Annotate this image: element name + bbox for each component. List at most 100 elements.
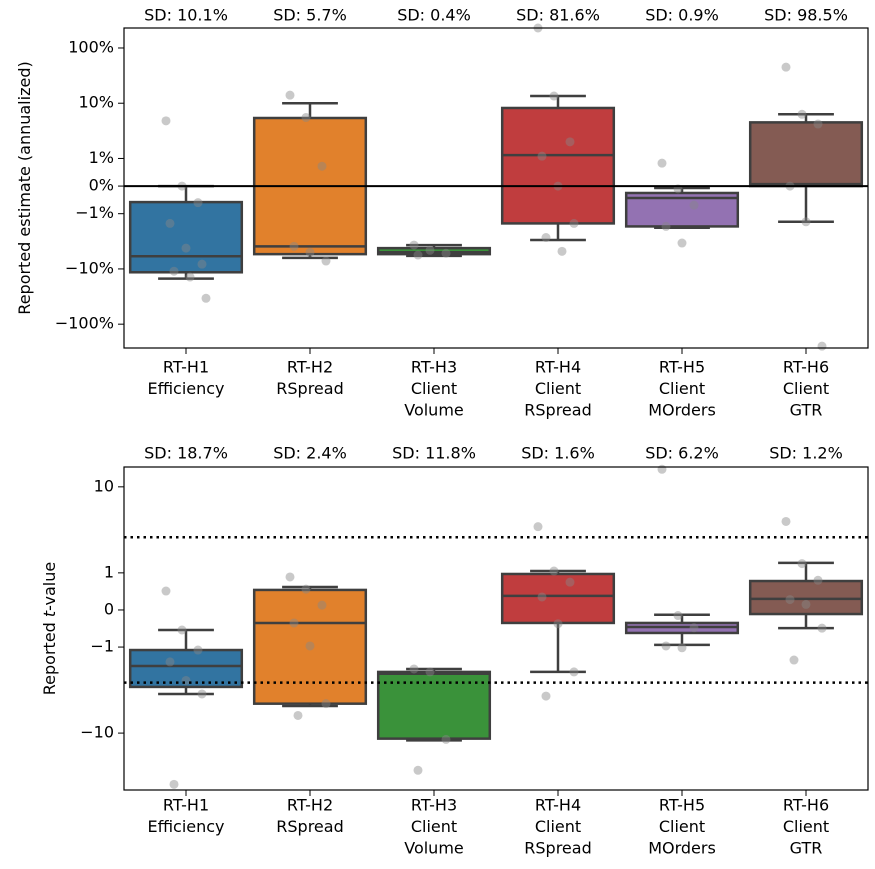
point xyxy=(321,699,331,709)
x-tick-label: RT-H4 xyxy=(535,358,581,377)
point xyxy=(565,137,575,147)
y-tick-label: 10% xyxy=(78,93,114,112)
point xyxy=(169,779,179,789)
x-tick-label: Volume xyxy=(404,839,464,858)
y-tick-label: 100% xyxy=(68,37,114,56)
x-tick-label: RT-H5 xyxy=(659,358,705,377)
point xyxy=(541,233,551,243)
y-axis-label-part: t xyxy=(40,610,59,617)
x-tick-label: RT-H3 xyxy=(411,796,457,815)
sd-annotation: SD: 0.4% xyxy=(397,6,471,25)
point xyxy=(781,62,791,72)
sd-annotation: SD: 18.7% xyxy=(144,444,228,463)
point xyxy=(305,641,315,651)
x-tick-label: Volume xyxy=(404,401,464,420)
point xyxy=(197,689,207,699)
sd-annotation: SD: 5.7% xyxy=(273,6,347,25)
x-tick-label: Efficiency xyxy=(147,379,224,398)
sd-annotation: SD: 2.4% xyxy=(273,444,347,463)
point xyxy=(425,245,435,255)
point xyxy=(661,641,671,651)
point xyxy=(409,664,419,674)
point xyxy=(817,623,827,633)
point xyxy=(289,618,299,628)
x-tick-label: RT-H1 xyxy=(163,358,209,377)
point xyxy=(565,577,575,587)
point xyxy=(657,464,667,474)
y-tick-label: 0% xyxy=(89,176,114,195)
point xyxy=(549,566,559,576)
box xyxy=(500,106,616,225)
point xyxy=(797,109,807,119)
x-tick-label: RT-H6 xyxy=(783,358,829,377)
x-tick-label: Client xyxy=(535,379,581,398)
point xyxy=(161,116,171,126)
point xyxy=(409,240,419,250)
y-tick-label: 1% xyxy=(89,148,114,167)
point xyxy=(293,710,303,720)
point xyxy=(689,200,699,210)
x-tick-label: Client xyxy=(535,817,581,836)
x-tick-label: Client xyxy=(783,379,829,398)
point xyxy=(677,238,687,248)
point xyxy=(801,599,811,609)
point xyxy=(785,595,795,605)
point xyxy=(193,645,203,655)
x-tick-label: Client xyxy=(659,817,705,836)
point xyxy=(425,667,435,677)
point xyxy=(817,341,827,351)
sd-annotation: SD: 0.9% xyxy=(645,6,719,25)
sd-annotation: SD: 81.6% xyxy=(516,6,600,25)
point xyxy=(569,218,579,228)
x-tick-label: RT-H5 xyxy=(659,796,705,815)
y-tick-label: −1% xyxy=(75,203,114,222)
point xyxy=(441,248,451,258)
x-tick-label: RT-H6 xyxy=(783,796,829,815)
x-tick-label: RT-H4 xyxy=(535,796,581,815)
y-axis-label-part: -value xyxy=(40,562,59,611)
point xyxy=(165,657,175,667)
point xyxy=(537,151,547,161)
point xyxy=(321,256,331,266)
point xyxy=(673,611,683,621)
point xyxy=(661,221,671,231)
x-tick-label: Client xyxy=(411,817,457,836)
point xyxy=(677,643,687,653)
point xyxy=(305,247,315,257)
y-axis-label-part: Reported estimate (annualized) xyxy=(15,61,34,314)
box xyxy=(500,572,616,625)
x-tick-label: RSpread xyxy=(276,379,343,398)
box xyxy=(748,579,864,616)
x-tick-label: RT-H2 xyxy=(287,796,333,815)
point xyxy=(169,266,179,276)
y-tick-label: −1 xyxy=(90,637,114,656)
x-tick-label: RT-H3 xyxy=(411,358,457,377)
point xyxy=(177,625,187,635)
x-tick-label: RT-H2 xyxy=(287,358,333,377)
point xyxy=(537,592,547,602)
y-tick-label: −10 xyxy=(80,723,114,742)
point xyxy=(569,667,579,677)
y-tick-label: 1 xyxy=(104,562,114,581)
point xyxy=(541,691,551,701)
sd-annotation: SD: 10.1% xyxy=(144,6,228,25)
point xyxy=(413,765,423,775)
y-tick-label: 0 xyxy=(104,599,114,618)
point xyxy=(797,559,807,569)
x-tick-label: MOrders xyxy=(648,401,716,420)
x-tick-label: Client xyxy=(659,379,705,398)
point xyxy=(689,623,699,633)
y-tick-label: −10% xyxy=(65,258,114,277)
y-axis-label: Reported estimate (annualized) xyxy=(15,61,34,314)
point xyxy=(197,259,207,269)
point xyxy=(781,516,791,526)
sd-annotation: SD: 1.6% xyxy=(521,444,595,463)
x-tick-label: Client xyxy=(411,379,457,398)
point xyxy=(185,272,195,282)
x-tick-label: RSpread xyxy=(524,839,591,858)
point xyxy=(317,161,327,171)
point xyxy=(553,619,563,629)
point xyxy=(285,90,295,100)
sd-annotation: SD: 1.2% xyxy=(769,444,843,463)
point xyxy=(533,522,543,532)
